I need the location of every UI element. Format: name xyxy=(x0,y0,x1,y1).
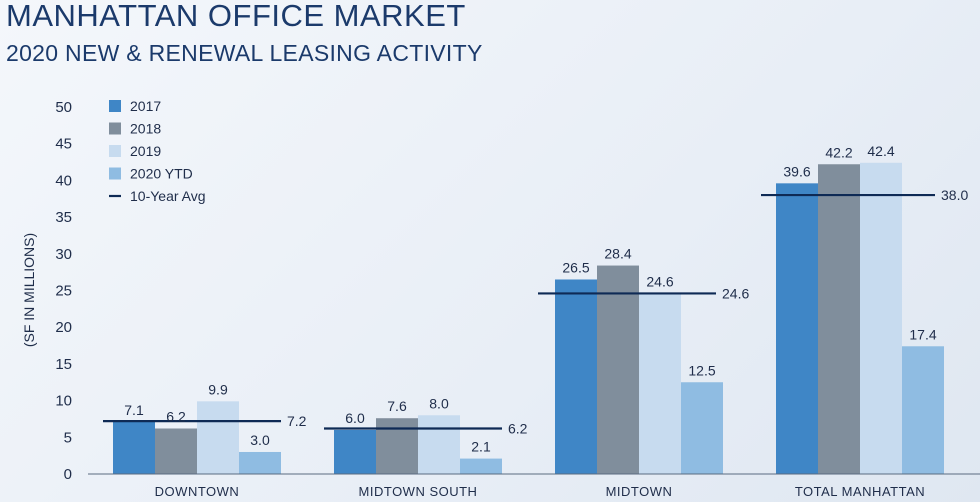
legend-swatch xyxy=(109,167,121,180)
data-label: 6.2 xyxy=(166,408,186,424)
legend-label: 10-Year Avg xyxy=(130,188,206,204)
y-tick-label: 10 xyxy=(55,393,72,410)
y-axis: 0 5 10 15 20 25 30 35 40 45 50 xyxy=(55,99,72,483)
bar-2019-1 xyxy=(418,415,460,474)
data-label: 39.6 xyxy=(783,163,810,179)
bar-2018-1 xyxy=(376,418,418,474)
data-label: 8.0 xyxy=(429,395,449,411)
data-label: 3.0 xyxy=(250,432,270,448)
legend: 2017 2018 2019 2020 YTD 10-Year Avg xyxy=(109,98,206,204)
legend-swatch xyxy=(109,100,121,112)
avg-label: 24.6 xyxy=(722,285,749,301)
data-label: 24.6 xyxy=(646,273,673,289)
bar-2018-0 xyxy=(155,428,197,474)
y-tick-label: 0 xyxy=(64,466,72,483)
bar-2020-ytd-3 xyxy=(902,346,944,474)
y-tick-label: 15 xyxy=(55,356,72,373)
y-tick-label: 50 xyxy=(55,99,72,116)
data-label: 12.5 xyxy=(688,362,715,378)
bar-2019-0 xyxy=(197,401,239,474)
y-axis-label: (SF IN MILLIONS) xyxy=(21,233,37,347)
data-label: 2.1 xyxy=(471,439,491,455)
reference-lines: 7.2 6.2 24.6 38.0 xyxy=(103,187,968,436)
avg-label: 6.2 xyxy=(508,420,528,436)
category-label: TOTAL MANHATTAN xyxy=(795,484,925,499)
category-label: MIDTOWN xyxy=(606,484,673,499)
chart-subtitle: 2020 NEW & RENEWAL LEASING ACTIVITY xyxy=(6,40,483,66)
avg-label: 7.2 xyxy=(287,413,307,429)
avg-label: 38.0 xyxy=(941,187,968,203)
data-label: 9.9 xyxy=(208,381,228,397)
data-label: 26.5 xyxy=(562,259,589,275)
data-labels: 7.1 6.0 26.5 39.6 6.2 7.6 28.4 42.2 9.9 8.0 24.6 42… xyxy=(124,143,937,455)
legend-swatch xyxy=(109,145,121,157)
y-tick-label: 20 xyxy=(55,319,72,336)
y-tick-label: 25 xyxy=(55,283,72,300)
y-tick-label: 45 xyxy=(55,136,72,153)
data-label: 17.4 xyxy=(909,326,936,342)
category-label: MIDTOWN SOUTH xyxy=(359,484,478,499)
data-label: 28.4 xyxy=(604,246,631,262)
legend-label: 2020 YTD xyxy=(130,166,193,182)
data-label: 7.1 xyxy=(124,402,144,418)
bar-2017-1 xyxy=(334,429,376,474)
legend-swatch xyxy=(109,122,121,135)
y-tick-label: 35 xyxy=(55,209,72,226)
y-tick-label: 5 xyxy=(64,429,72,446)
bars xyxy=(113,162,944,474)
bar-2017-2 xyxy=(555,279,597,474)
bar-2019-3 xyxy=(860,162,902,474)
bar-2018-2 xyxy=(597,265,639,474)
chart-title: MANHATTAN OFFICE MARKET xyxy=(6,0,466,33)
bar-2019-2 xyxy=(639,293,681,474)
bar-2017-3 xyxy=(776,183,818,474)
legend-label: 2019 xyxy=(130,143,161,159)
y-tick-label: 40 xyxy=(55,172,72,189)
data-label: 6.0 xyxy=(345,410,365,426)
bar-2020-ytd-0 xyxy=(239,451,281,474)
data-label: 42.4 xyxy=(867,143,894,159)
category-label: DOWNTOWN xyxy=(155,484,240,499)
bar-2020-ytd-1 xyxy=(460,458,502,474)
legend-label: 2018 xyxy=(130,121,161,137)
y-tick-label: 30 xyxy=(55,246,72,263)
category-labels: DOWNTOWN MIDTOWN SOUTH MIDTOWN TOTAL MANHAT… xyxy=(155,484,925,499)
bar-2020-ytd-2 xyxy=(681,382,723,474)
bar-2017-0 xyxy=(113,421,155,474)
data-label: 7.6 xyxy=(387,398,407,414)
bar-2018-3 xyxy=(818,164,860,474)
legend-label: 2017 xyxy=(130,98,161,114)
data-label: 42.2 xyxy=(825,144,852,160)
